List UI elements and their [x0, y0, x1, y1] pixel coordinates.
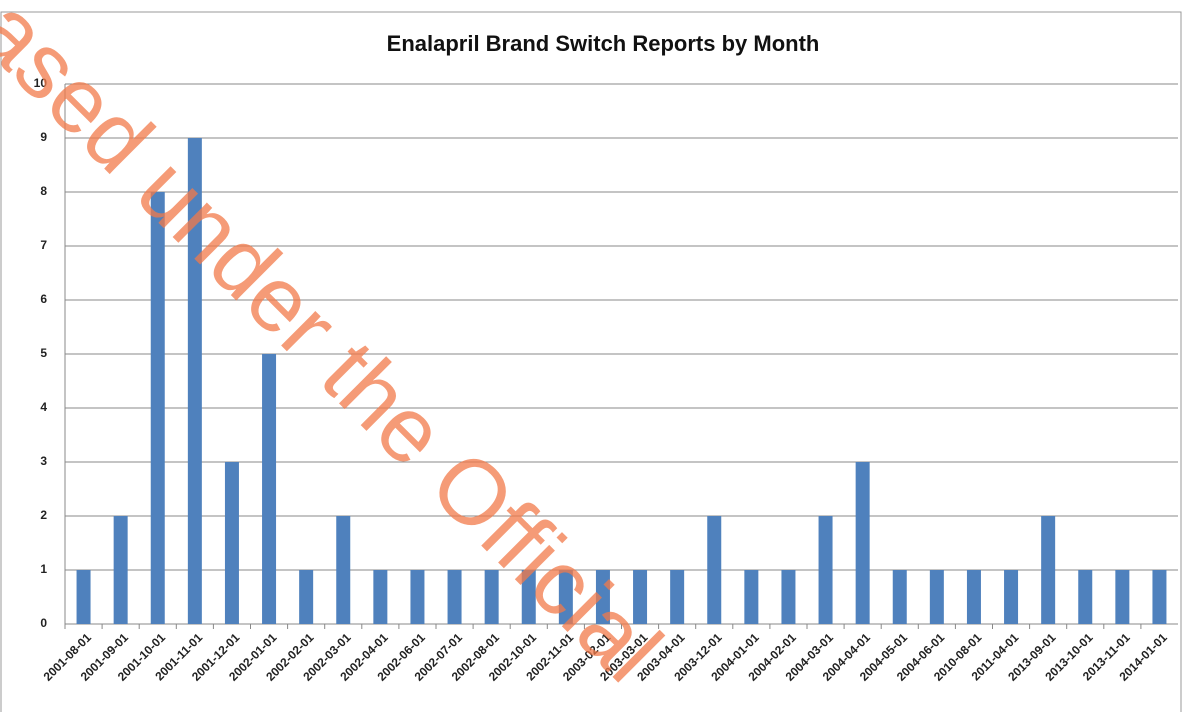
bar — [150, 192, 165, 624]
bar — [781, 570, 796, 624]
y-tick-label: 8 — [40, 184, 47, 198]
y-tick-label: 4 — [40, 400, 47, 414]
chart-frame — [0, 11, 1182, 712]
bar — [595, 570, 610, 624]
bar — [1078, 570, 1093, 624]
bar — [707, 516, 722, 624]
bar — [1152, 570, 1167, 624]
bar — [1004, 570, 1019, 624]
bar — [484, 570, 499, 624]
bar — [521, 570, 536, 624]
bar — [187, 138, 202, 624]
bar — [1115, 570, 1130, 624]
y-tick-label: 5 — [40, 346, 47, 360]
chart-title: Enalapril Brand Switch Reports by Month — [387, 31, 820, 56]
bar — [1041, 516, 1056, 624]
bar — [966, 570, 981, 624]
bar — [818, 516, 833, 624]
bar — [855, 462, 870, 624]
y-tick-label: 6 — [40, 292, 47, 306]
bar — [373, 570, 388, 624]
bar — [76, 570, 91, 624]
y-tick-label: 9 — [40, 130, 47, 144]
y-tick-label: 7 — [40, 238, 47, 252]
bar — [447, 570, 462, 624]
y-tick-label: 1 — [40, 562, 47, 576]
bar — [744, 570, 759, 624]
bar — [670, 570, 685, 624]
bar — [929, 570, 944, 624]
bar — [633, 570, 648, 624]
bar — [336, 516, 351, 624]
y-tick-label: 3 — [40, 454, 47, 468]
bar — [224, 462, 239, 624]
bar — [113, 516, 128, 624]
bar — [299, 570, 314, 624]
bar — [262, 354, 277, 624]
y-tick-label: 0 — [40, 616, 47, 630]
bar — [558, 570, 573, 624]
bar — [410, 570, 425, 624]
y-tick-label: 10 — [34, 76, 48, 90]
y-tick-label: 2 — [40, 508, 47, 522]
bar — [892, 570, 907, 624]
